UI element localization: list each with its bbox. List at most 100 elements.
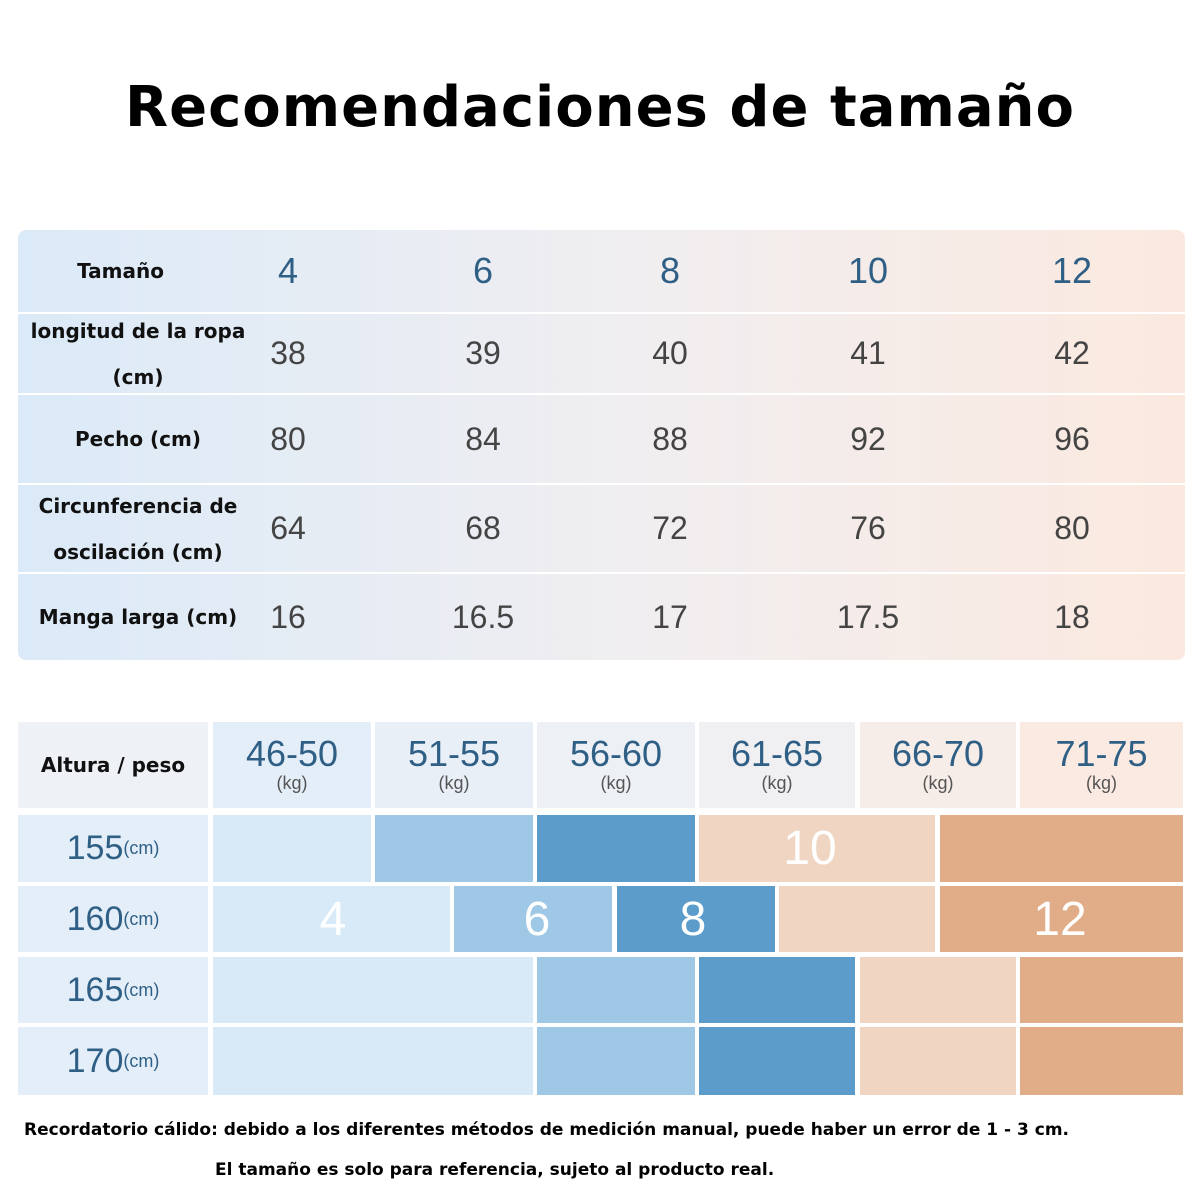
cell-value: 42	[1054, 335, 1090, 371]
size-header: 10	[847, 250, 889, 291]
size-block	[860, 957, 1016, 1023]
cell-value: 72	[652, 510, 688, 546]
weight-unit: (kg)	[276, 772, 308, 793]
cell-value: 40	[652, 335, 688, 371]
size-header: 6	[472, 250, 494, 291]
weight-unit: (kg)	[1086, 772, 1117, 793]
cell-value: 68	[465, 510, 501, 546]
title: Recomendaciones de tamaño	[125, 75, 1075, 140]
row-divider	[18, 393, 1185, 395]
cell-value: 16.5	[451, 598, 515, 635]
size-block	[454, 886, 612, 952]
size-block	[699, 1027, 855, 1095]
size-header: 4	[277, 250, 299, 291]
header-cell: 51-55 (kg)	[375, 722, 533, 808]
size-block	[699, 815, 935, 882]
height-value: 170	[66, 1041, 124, 1080]
header-cell	[18, 722, 208, 808]
cell-value: 84	[465, 420, 501, 457]
header-cell: 61-65 (kg)	[699, 722, 855, 808]
header-label: Altura / peso	[40, 753, 186, 777]
header-cell: 66-70 (kg)	[860, 722, 1016, 808]
cell-value: 16	[270, 598, 306, 635]
height-value: 160	[66, 899, 124, 938]
height-cell	[18, 886, 208, 952]
cell-value: 17	[652, 598, 688, 635]
row-divider	[18, 483, 1185, 485]
weight-range: 66-70	[891, 733, 985, 774]
size-block	[213, 886, 450, 952]
row-label: longitud de la ropa (cm)	[30, 318, 246, 389]
height-label: 155 (cm)	[18, 815, 208, 882]
row-label: Circunferencia de oscilación (cm)	[38, 493, 238, 564]
row-divider	[18, 312, 1185, 314]
size-label: 6	[523, 892, 551, 946]
height-cell	[18, 1027, 208, 1095]
height-unit: (cm)	[123, 979, 160, 1000]
size-header: 8	[659, 250, 681, 291]
row-divider	[18, 572, 1185, 574]
height-unit: (cm)	[123, 1050, 160, 1071]
header-label: Tamaño	[77, 259, 164, 283]
weight-unit: (kg)	[600, 772, 632, 793]
cell-value: 88	[652, 420, 688, 457]
weight-range: 51-55	[407, 733, 501, 774]
size-block	[375, 815, 533, 882]
size-block	[860, 1027, 1016, 1095]
cell-value: 38	[270, 335, 306, 371]
height-unit: (cm)	[123, 838, 160, 858]
size-label: 12	[1033, 892, 1087, 946]
size-block	[940, 815, 1183, 882]
height-label: 170 (cm)	[18, 1027, 208, 1095]
height-value: 155	[66, 829, 124, 867]
size-block	[699, 957, 855, 1023]
size-header: 12	[1051, 250, 1093, 291]
size-label: 8	[679, 892, 707, 946]
cell-value: 92	[850, 420, 886, 457]
size-label: 10	[783, 822, 837, 875]
header-cell: 71-75 (kg)	[1020, 722, 1183, 808]
size-block	[213, 815, 371, 882]
weight-range: 46-50	[245, 733, 339, 774]
size-table-bg	[18, 230, 1185, 660]
cell-value: 41	[850, 335, 886, 371]
size-label: 4	[319, 892, 347, 946]
weight-unit: (kg)	[922, 772, 954, 793]
height-cell	[18, 815, 208, 882]
header-cell: 46-50 (kg)	[213, 722, 371, 808]
weight-range: 56-60	[569, 733, 663, 774]
weight-unit: (kg)	[761, 772, 793, 793]
row-label: Manga larga (cm)	[38, 605, 238, 629]
height-label: 160 (cm)	[18, 886, 208, 952]
header-cell: 56-60 (kg)	[537, 722, 695, 808]
cell-value: 96	[1054, 420, 1090, 457]
cell-value: 17.5	[836, 598, 900, 635]
size-block	[1020, 957, 1183, 1023]
cell-value: 76	[850, 510, 886, 546]
note: Recordatorio cálido: debido a los difere…	[24, 1120, 1070, 1140]
size-block	[537, 1027, 695, 1095]
row-label: Pecho (cm)	[75, 427, 201, 451]
size-block	[1020, 1027, 1183, 1095]
size-block	[213, 1027, 533, 1095]
weight-range: 71-75	[1055, 733, 1148, 774]
note: El tamaño es solo para referencia, sujet…	[215, 1160, 775, 1180]
size-block	[617, 886, 775, 952]
cell-value: 80	[1054, 510, 1090, 546]
height-label: 165 (cm)	[18, 957, 208, 1023]
cell-value: 39	[465, 335, 501, 371]
weight-unit: (kg)	[438, 772, 470, 793]
cell-value: 80	[270, 420, 306, 457]
size-block	[537, 957, 695, 1023]
cell-value: 64	[270, 510, 306, 546]
height-unit: (cm)	[123, 908, 160, 929]
size-block	[213, 957, 533, 1023]
cell-value: 18	[1054, 598, 1090, 635]
weight-range: 61-65	[730, 733, 824, 774]
size-block	[779, 886, 935, 952]
height-value: 165	[66, 970, 124, 1009]
height-cell	[18, 957, 208, 1023]
size-block	[940, 886, 1183, 952]
size-block	[537, 815, 695, 882]
